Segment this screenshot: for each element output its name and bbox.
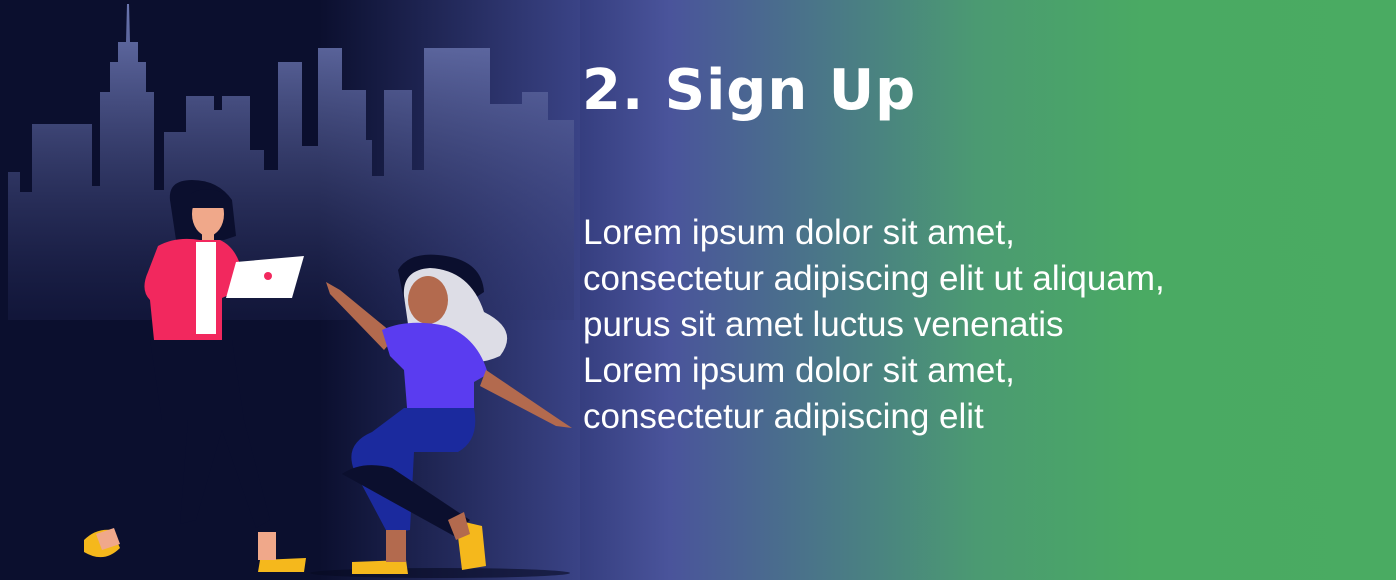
illustration-skyline-people [0,0,580,580]
page-title: 2. Sign Up [582,58,917,123]
woman-pointing [326,254,572,574]
body-paragraph-1: Lorem ipsum dolor sit amet, consectetur … [583,213,1165,344]
woman-with-laptop [84,180,306,572]
ground-shadow [310,568,570,578]
body-text: Lorem ipsum dolor sit amet, consectetur … [583,210,1183,440]
city-skyline [8,4,574,320]
body-paragraph-2: Lorem ipsum dolor sit amet, consectetur … [583,351,1015,436]
